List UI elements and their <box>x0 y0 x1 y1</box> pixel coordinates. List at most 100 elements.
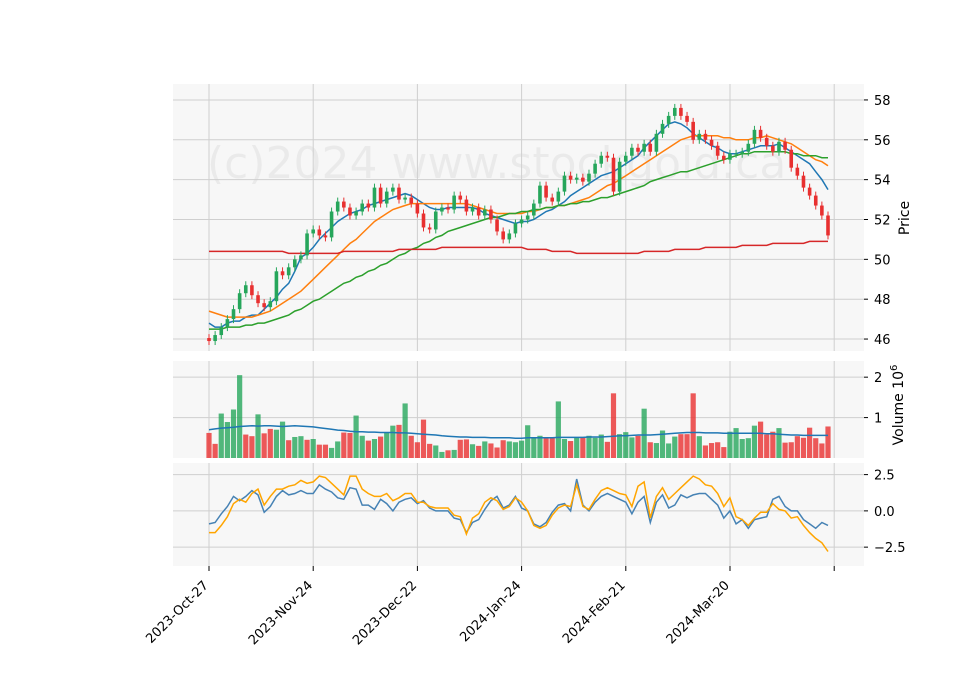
candle-body <box>476 207 481 216</box>
candle-body <box>513 223 518 234</box>
volume-bar <box>561 439 568 458</box>
candle-body <box>801 175 806 188</box>
volume-bar <box>727 431 733 458</box>
volume-bar <box>322 444 329 458</box>
candle-body <box>335 201 340 212</box>
volume-bar <box>384 432 390 458</box>
candle-body <box>433 211 438 230</box>
candle-body <box>348 207 352 216</box>
volume-bar <box>666 443 672 458</box>
candle-body <box>329 211 334 238</box>
volume-bar <box>494 447 500 458</box>
volume-bar <box>708 443 715 458</box>
candle-body <box>550 197 555 202</box>
price-y-ticks: 46 48 50 52 54 56 58 <box>864 94 891 348</box>
candle-body <box>446 207 450 210</box>
candle-body <box>427 227 432 230</box>
volume-bar <box>764 434 770 458</box>
volume-bar <box>206 432 212 458</box>
candle-body <box>458 195 463 200</box>
volume-bar <box>659 430 666 458</box>
volume-bar <box>273 429 280 458</box>
volume-bar <box>463 439 470 458</box>
volume-bar <box>782 442 788 458</box>
candle-body <box>421 213 426 228</box>
candle-body <box>568 175 573 180</box>
volume-bar <box>261 433 267 458</box>
y-tick-label: 52 <box>874 213 891 228</box>
volume-bar <box>555 401 561 458</box>
volume-bar <box>757 421 764 458</box>
volume-bar <box>745 438 751 458</box>
volume-bar <box>567 441 574 458</box>
volume-bar <box>653 443 659 458</box>
candle-body <box>758 129 763 138</box>
candle-body <box>642 143 646 152</box>
candle-body <box>219 327 224 336</box>
volume-bar <box>641 408 647 458</box>
candle-body <box>697 133 702 140</box>
volume-bar <box>451 449 457 458</box>
price-ma-line-1 <box>208 121 829 328</box>
volume-bar <box>788 442 794 458</box>
volume-bar <box>715 442 721 458</box>
volume-bar <box>420 419 427 458</box>
volume-bar <box>469 444 476 458</box>
candle-body <box>636 147 640 152</box>
volume-bar <box>310 439 316 458</box>
oscillator-line-2 <box>209 475 829 552</box>
candle-body <box>470 207 475 212</box>
y-tick-label: 2.5 <box>874 469 895 484</box>
candle-body <box>231 309 236 320</box>
candle-body <box>666 115 671 124</box>
candle-body <box>225 319 230 328</box>
candle-body <box>495 219 499 232</box>
volume-bar <box>696 436 702 458</box>
candle-body <box>556 191 561 202</box>
candle-body <box>250 285 254 296</box>
volume-bar <box>230 409 237 458</box>
volume-bar <box>819 443 825 458</box>
candle-body <box>544 185 548 198</box>
candle-body <box>274 271 279 302</box>
candle-body <box>703 133 708 140</box>
candle-body <box>795 167 800 176</box>
volume-bar <box>476 445 482 458</box>
candle-body <box>299 255 303 260</box>
volume-bar <box>647 442 653 458</box>
volume-bar <box>359 435 365 458</box>
volume-bar <box>617 434 623 458</box>
candle-body <box>305 233 309 256</box>
candle-body <box>734 153 738 155</box>
volume-bar <box>243 434 249 458</box>
candle-body <box>715 145 720 156</box>
candle-body <box>623 155 628 162</box>
volume-bar <box>316 444 322 458</box>
candle-body <box>679 107 683 116</box>
volume-bar <box>304 439 310 458</box>
candle-body <box>587 173 591 182</box>
candle-body <box>685 115 689 122</box>
volume-bar <box>249 436 255 458</box>
candle-body <box>611 157 616 192</box>
volume-moving-average <box>208 424 828 439</box>
volume-axis-label-text: Volume 10 <box>891 371 907 445</box>
volume-bar <box>610 393 617 458</box>
candle-body <box>207 338 211 342</box>
volume-bar <box>684 434 690 458</box>
volume-axis-label-exponent: 6 <box>889 365 900 371</box>
volume-bar <box>770 431 776 458</box>
volume-bar <box>580 436 586 458</box>
volume-bar <box>598 434 604 458</box>
volume-bar <box>439 451 445 458</box>
volume-bar <box>629 437 635 458</box>
volume-bar <box>414 442 420 458</box>
volume-bar <box>224 422 230 458</box>
volume-bar <box>341 432 347 458</box>
volume-bar <box>396 424 402 458</box>
volume-bar <box>733 428 739 458</box>
candle-body <box>807 187 812 196</box>
volume-bar <box>635 435 641 458</box>
volume-bar <box>353 415 359 458</box>
